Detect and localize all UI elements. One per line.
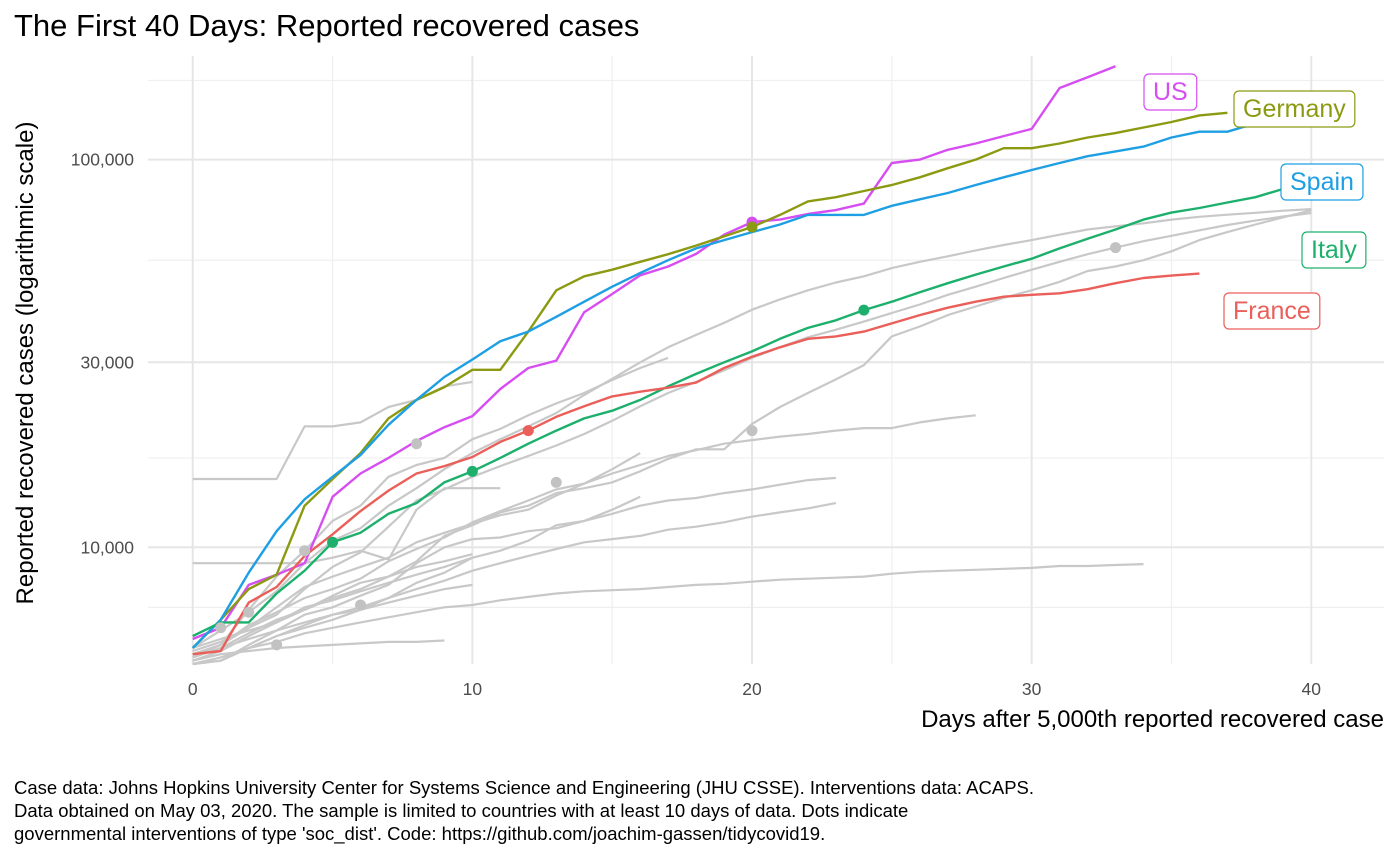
caption-line: Data obtained on May 03, 2020. The sampl… [14,800,909,821]
series-line-spain [191,122,1256,649]
intervention-dot-france [522,425,534,437]
label-box-us [1143,73,1198,111]
chart-title: The First 40 Days: Reported recovered ca… [14,8,640,43]
background-series-line [192,563,1144,666]
x-tick-label: 0 [188,679,198,699]
intervention-dot-germany [746,221,758,233]
label-box-france [1223,292,1321,330]
series-line-germany [191,111,1228,649]
highlighted-country-lines [191,65,1312,656]
chart-caption: Case data: Johns Hopkins University Cent… [14,776,1394,845]
intervention-dot [746,425,758,437]
background-series-line [192,209,1312,662]
x-axis-title: Days after 5,000th reported recovered ca… [921,706,1384,733]
x-axis-ticks: 0 10 20 30 40 [188,679,1321,699]
y-tick-label: 100,000 [71,150,135,170]
background-series-line [192,553,473,659]
label-spain: Spain [1280,163,1364,201]
background-series-line [192,414,976,656]
y-tick-label: 30,000 [80,352,134,372]
intervention-dot-italy [327,536,339,548]
x-tick-label: 40 [1302,679,1322,699]
label-text-spain: Spain [1290,168,1354,196]
caption-line: governmental interventions of type 'soc_… [14,823,826,844]
label-text-france: France [1233,297,1311,325]
background-series-line [192,487,501,565]
intervention-dot [550,476,562,488]
label-box-italy [1301,231,1367,269]
intervention-dot-italy [466,465,478,477]
series-line-france [192,272,1200,656]
grid-lines [148,56,1384,664]
y-tick-label: 10,000 [80,537,134,557]
intervention-dot [410,438,422,450]
series-line-us [192,65,1116,641]
label-germany: Germany [1233,90,1356,128]
intervention-dot [299,545,311,557]
background-series-line [192,356,669,656]
background-series-line [192,583,473,659]
x-tick-label: 20 [742,679,762,699]
x-tick-label: 30 [1022,679,1042,699]
label-box-germany [1233,90,1356,128]
label-france: France [1223,292,1321,330]
intervention-dot [243,606,255,618]
y-axis-title: Reported recovered cases (logarithmic sc… [12,122,39,605]
background-series-line [192,502,837,666]
background-series-line [192,452,641,653]
label-text-italy: Italy [1311,236,1357,264]
background-series-line [192,476,836,666]
country-labels: US Germany Spain Italy France [1143,73,1367,330]
label-italy: Italy [1301,231,1367,269]
label-us: US [1143,73,1198,111]
background-series-line [192,495,641,666]
x-tick-label: 10 [463,679,483,699]
label-text-us: US [1153,78,1188,106]
intervention-dot-italy [858,304,870,316]
label-box-spain [1280,163,1364,201]
chart-area: US Germany Spain Italy France 0 10 20 30 40 10,0… [12,56,1384,733]
intervention-dot [271,639,283,651]
caption-line: Case data: Johns Hopkins University Cent… [14,777,1035,798]
y-axis-ticks: 10,000 30,000 100,000 [71,150,135,558]
intervention-dot [355,599,367,611]
label-text-germany: Germany [1243,95,1346,123]
series-line-italy [192,179,1312,638]
intervention-dot [1110,242,1122,254]
intervention-dots [215,216,1122,651]
intervention-dot [215,622,227,634]
